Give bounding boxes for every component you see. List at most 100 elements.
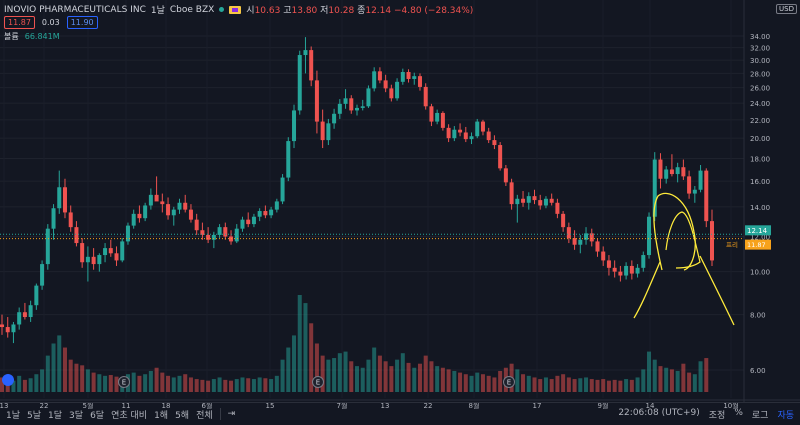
timeframe-button[interactable]: 5해 (175, 410, 190, 421)
price-tick-label: 30.00 (750, 57, 770, 65)
timeframe-button[interactable]: 전체 (196, 410, 213, 421)
adjust-button[interactable]: 조정 (708, 411, 726, 421)
time-tick-label: 10월 (723, 401, 738, 410)
volume-bar (578, 378, 583, 392)
candle-body (675, 167, 680, 175)
candle-body (303, 50, 308, 56)
volume-bar (28, 378, 33, 392)
time-tick-label: 22 (424, 402, 433, 410)
percent-button[interactable]: % (734, 408, 743, 418)
candle-body (188, 209, 193, 220)
earnings-marker-label: E (507, 379, 511, 387)
volume-bar (618, 380, 623, 392)
range-picker-icon[interactable]: ⇥ (227, 409, 236, 419)
volume-bar (354, 366, 360, 392)
candle-body (612, 267, 617, 272)
price-tick-label: 6.00 (750, 367, 766, 375)
volume-bar (229, 380, 234, 392)
candle-body (263, 211, 268, 216)
volume-bar (521, 374, 526, 392)
volume-bar (601, 379, 606, 392)
volume-bar (561, 374, 566, 392)
candle-body (561, 213, 566, 228)
volume-bar (400, 353, 405, 392)
time-tick-label: 22 (40, 402, 49, 410)
premarket-label: 11.87 (747, 241, 766, 249)
candle-body (664, 169, 669, 179)
volume-bar (292, 335, 297, 392)
price-tick-label: 14.00 (750, 204, 770, 212)
timeframe-button[interactable]: 연초 대비 (111, 410, 148, 421)
volume-bar (669, 369, 674, 392)
price-axis[interactable]: 34.00 32.00 30.00 28.00 26.00 24.00 22.00 20.00… (750, 33, 770, 375)
candle-body (566, 227, 571, 239)
candle-body (360, 106, 365, 108)
candle-body (692, 189, 697, 194)
volume-bar (251, 379, 256, 392)
volume-bar (675, 370, 680, 392)
volume-bar (326, 359, 331, 392)
volume-bar (377, 355, 382, 392)
candle-body (652, 159, 657, 217)
volume-bar (349, 361, 354, 392)
interval-label[interactable]: 1날 (150, 6, 165, 16)
candle-body (251, 216, 256, 225)
time-tick-label: 13 (0, 402, 8, 410)
volume-bar (154, 367, 159, 392)
volume-bar (343, 351, 348, 392)
earnings-marker-label: E (122, 379, 126, 387)
volume-bar (240, 377, 245, 392)
volume-bar (635, 377, 640, 392)
candle-body (57, 187, 62, 209)
volume-bar (257, 377, 262, 392)
timeframe-button[interactable]: 1달 (48, 410, 63, 421)
candle-body (314, 80, 319, 122)
volume-bar (629, 379, 634, 392)
bid-button[interactable]: 11.87 (4, 16, 35, 29)
timeframe-button[interactable]: 6달 (90, 410, 105, 421)
candle-body (400, 72, 405, 82)
candle-body (681, 167, 686, 177)
volume-bar (555, 375, 560, 392)
log-button[interactable]: 로그 (751, 411, 769, 421)
volume-bar (148, 370, 153, 392)
volume-bar (57, 335, 62, 392)
volume-bar (62, 347, 67, 392)
ask-button[interactable]: 11.90 (66, 16, 98, 29)
volume-bar (360, 367, 365, 392)
timeframe-button[interactable]: 1해 (154, 410, 169, 421)
volume-bar (566, 377, 571, 392)
price-tick-label: 34.00 (750, 33, 770, 41)
volume-bar (658, 366, 663, 392)
price-tick-label: 10.00 (750, 269, 770, 277)
candle-body (503, 168, 508, 183)
symbol-title[interactable]: INOVIO PHARMACEUTICALS INC (4, 4, 146, 15)
candle-body (40, 264, 45, 286)
auto-button[interactable]: 자동 (777, 411, 794, 421)
volume-bar (589, 379, 594, 392)
candle-body (97, 255, 102, 265)
volume-bar (68, 359, 73, 392)
timeframe-button[interactable]: 3달 (69, 410, 84, 421)
timeframe-button[interactable]: 5날 (27, 410, 42, 421)
timeframe-button[interactable]: 1날 (6, 410, 21, 421)
volume-bar (263, 378, 268, 392)
candle-body (166, 204, 171, 216)
currency-badge[interactable]: USD (776, 4, 797, 14)
price-tick-label: 12.00 (750, 234, 770, 242)
clock[interactable]: 22:06:08 (UTC+9) (618, 408, 700, 418)
volume-bar (22, 379, 27, 392)
volume-bar (440, 367, 445, 392)
volume-bar (297, 295, 302, 392)
time-axis[interactable]: 13 22 5월 11 18 6월 15 7월 13 22 8월 17 9월 14 10월 (0, 401, 739, 410)
flag-icon[interactable] (229, 5, 242, 14)
candle-body (532, 196, 537, 201)
candle-body (34, 285, 39, 306)
candle-body (354, 107, 360, 111)
candle-body (28, 305, 33, 318)
volume-bar (417, 363, 422, 392)
candle-body (601, 251, 606, 261)
exchange-label: Cboe BZX (169, 4, 215, 15)
